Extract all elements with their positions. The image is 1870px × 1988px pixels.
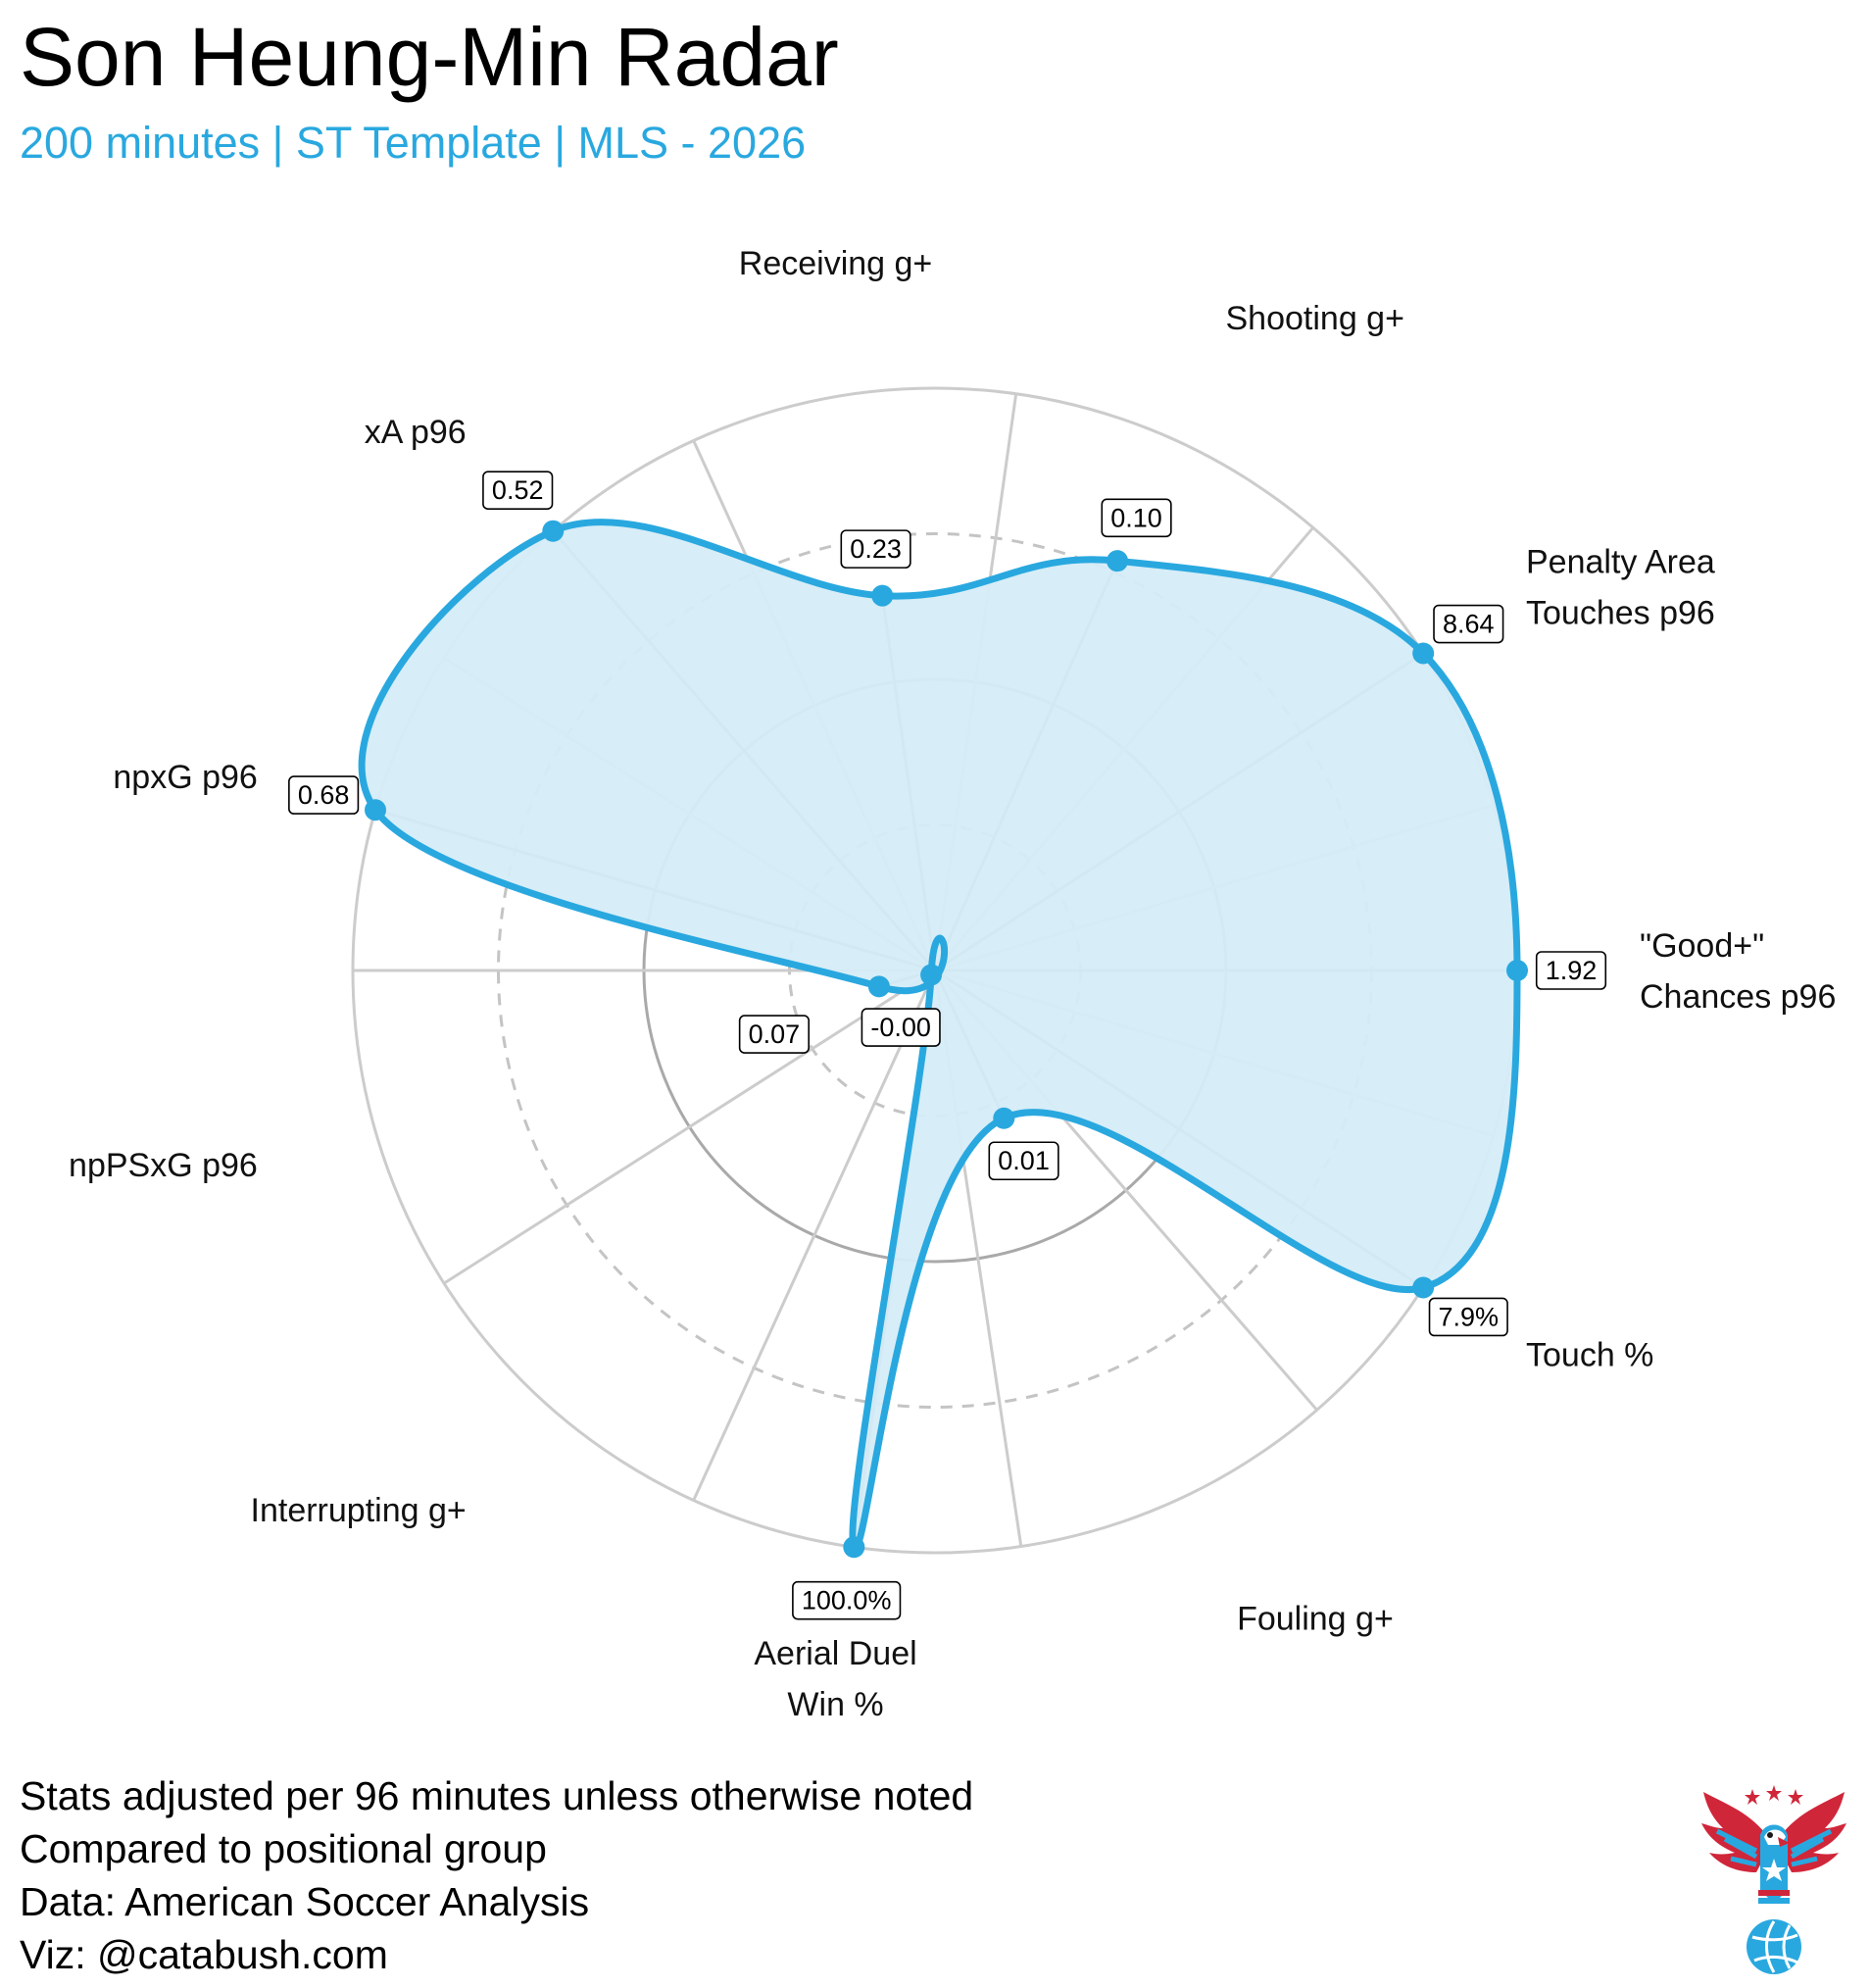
value-label-box bbox=[861, 1008, 941, 1047]
data-point bbox=[871, 584, 894, 607]
axis-label: xA p96 bbox=[365, 414, 467, 451]
radar-value-labels: 1.92 8.64 0.10 0.23 0.52 0.68 0.07 -0.00 100.0% 0… bbox=[288, 471, 1607, 1620]
value-label: 0.52 bbox=[482, 471, 554, 510]
axis-label-line: npxG p96 bbox=[113, 759, 257, 796]
axis-label: npPSxG p96 bbox=[69, 1147, 258, 1184]
value-label-box bbox=[482, 471, 554, 510]
axis-label-line: Chances p96 bbox=[1640, 978, 1836, 1016]
data-point bbox=[993, 1107, 1015, 1129]
axis-label: npxG p96 bbox=[113, 759, 257, 796]
value-label-box bbox=[288, 775, 360, 815]
axis-label: Penalty Area Touches p96 bbox=[1526, 543, 1715, 631]
axis-label-line: Penalty Area bbox=[1526, 543, 1715, 580]
value-label: 1.92 bbox=[1535, 951, 1607, 990]
value-label-text: 0.07 bbox=[749, 1019, 801, 1049]
value-label: 8.64 bbox=[1433, 604, 1504, 644]
wing-icon bbox=[1701, 1792, 1846, 1872]
axis-label: Touch % bbox=[1526, 1337, 1653, 1374]
value-label-text: 0.68 bbox=[298, 780, 350, 810]
axis-label: Aerial Duel Win % bbox=[754, 1635, 916, 1723]
footnote-line: Compared to positional group bbox=[20, 1826, 547, 1871]
value-label-text: 0.01 bbox=[998, 1146, 1050, 1175]
axis-label-line: Receiving g+ bbox=[739, 245, 933, 282]
value-label: 100.0% bbox=[792, 1580, 902, 1620]
value-label: 0.23 bbox=[840, 529, 911, 569]
value-label-text: -0.00 bbox=[870, 1013, 931, 1042]
axis-label-line: Touches p96 bbox=[1526, 594, 1715, 631]
footnotes: Stats adjusted per 96 minutes unless oth… bbox=[20, 1769, 973, 1981]
value-label-text: 100.0% bbox=[802, 1586, 892, 1615]
data-point bbox=[1506, 960, 1528, 981]
axis-label: Interrupting g+ bbox=[251, 1492, 467, 1529]
sector-boundary bbox=[692, 969, 937, 1502]
value-label-box bbox=[1101, 498, 1172, 538]
soccer-ball-icon bbox=[1747, 1919, 1801, 1974]
axis-label-line: Aerial Duel bbox=[754, 1635, 916, 1672]
value-label-text: 7.9% bbox=[1439, 1302, 1500, 1331]
radar-chart: 1.92 8.64 0.10 0.23 0.52 0.68 0.07 -0.00 100.0% 0… bbox=[69, 245, 1836, 1723]
data-point bbox=[1412, 642, 1435, 665]
value-label-box bbox=[1433, 604, 1504, 644]
axis-label: "Good+" Chances p96 bbox=[1640, 927, 1836, 1016]
eagle-soccer-ball-logo bbox=[1701, 1785, 1846, 1974]
value-label-text: 8.64 bbox=[1443, 610, 1495, 639]
axis-label-line: npPSxG p96 bbox=[69, 1147, 258, 1184]
chart-title: Son Heung-Min Radar bbox=[20, 11, 839, 103]
axis-label-line: Fouling g+ bbox=[1237, 1601, 1394, 1638]
data-point bbox=[1107, 550, 1129, 572]
footnote-line: Viz: @catabush.com bbox=[20, 1932, 388, 1977]
value-label: -0.00 bbox=[861, 1008, 941, 1047]
value-label-text: 0.52 bbox=[492, 475, 544, 505]
radar-points bbox=[365, 520, 1528, 1559]
value-label-text: 0.10 bbox=[1110, 503, 1162, 532]
value-label: 0.07 bbox=[738, 1015, 811, 1054]
value-label-box bbox=[738, 1015, 811, 1054]
axis-label-line: Interrupting g+ bbox=[251, 1492, 467, 1529]
data-point bbox=[920, 964, 943, 986]
data-point bbox=[1412, 1276, 1435, 1299]
axis-label-line: Win % bbox=[787, 1686, 883, 1723]
data-point bbox=[365, 799, 387, 821]
value-label-box bbox=[988, 1141, 1059, 1181]
value-label: 0.01 bbox=[988, 1141, 1059, 1181]
axis-label-line: xA p96 bbox=[365, 414, 467, 451]
axis-label-line: Touch % bbox=[1526, 1337, 1653, 1374]
value-label: 0.10 bbox=[1101, 498, 1172, 538]
radar-axis-labels: "Good+" Chances p96 Penalty Area Touches p9… bbox=[69, 245, 1836, 1723]
axis-label-line: Shooting g+ bbox=[1226, 300, 1404, 337]
star-icon bbox=[1745, 1785, 1803, 1805]
value-label-box bbox=[840, 529, 911, 569]
footnote-line: Stats adjusted per 96 minutes unless oth… bbox=[20, 1773, 974, 1818]
data-point bbox=[867, 975, 890, 998]
footnote-line: Data: American Soccer Analysis bbox=[20, 1879, 590, 1924]
chart-subtitle: 200 minutes | ST Template | MLS - 2026 bbox=[20, 118, 807, 168]
axis-label: Fouling g+ bbox=[1237, 1601, 1394, 1638]
axis-label-line: "Good+" bbox=[1640, 927, 1764, 965]
sector-boundary bbox=[443, 969, 936, 1285]
value-label: 7.9% bbox=[1428, 1297, 1508, 1337]
value-label-box bbox=[1428, 1297, 1508, 1337]
data-point bbox=[542, 520, 565, 542]
axis-label: Receiving g+ bbox=[739, 245, 933, 282]
value-label-box bbox=[792, 1580, 902, 1620]
value-label-text: 1.92 bbox=[1546, 956, 1598, 985]
value-label-text: 0.23 bbox=[850, 534, 902, 564]
axis-label: Shooting g+ bbox=[1226, 300, 1404, 337]
data-point bbox=[843, 1536, 865, 1559]
value-label: 0.68 bbox=[288, 775, 360, 815]
value-label-box bbox=[1535, 951, 1607, 990]
